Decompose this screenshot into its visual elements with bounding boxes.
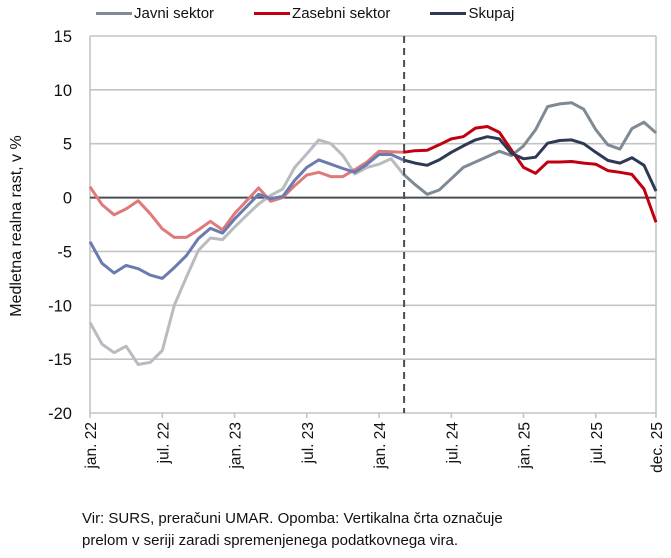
legend-item-zasebni-sektor: Zasebni sektor — [254, 5, 390, 22]
x-tick-label: jan. 25 — [517, 422, 534, 470]
x-axis: jan. 22 jul. 22 jan. 23 jul. 23 jan. 24 jul. … — [83, 413, 666, 473]
legend-label-javni-sektor: Javni sektor — [134, 4, 215, 22]
x-tick-label: jul. 22 — [155, 422, 172, 464]
legend-swatch-zasebni-sektor — [254, 11, 291, 15]
gridlines — [89, 35, 657, 414]
x-tick-label: dec. 25 — [649, 422, 666, 473]
series-line-skupaj-before-break — [88, 153, 404, 280]
x-tick-label: jul. 24 — [444, 422, 461, 465]
x-tick-label: jan. 24 — [372, 422, 389, 470]
source-note-line-1: Vir: SURS, preračuni UMAR. Opomba: Verti… — [82, 510, 503, 527]
legend-swatch-javni-sektor — [96, 11, 132, 15]
source-note: Vir: SURS, preračuni UMAR. Opomba: Verti… — [82, 508, 652, 552]
legend-label-zasebni-sektor: Zasebni sektor — [292, 4, 391, 22]
series-line-zasebni-sektor-before-break — [88, 149, 404, 239]
y-axis-ticks: 15 10 5 0 -5 -10 -15 -20 — [48, 28, 72, 423]
series-line-zasebni-sektor — [402, 125, 658, 223]
x-tick-label: jan. 22 — [83, 422, 100, 470]
y-tick-label: 5 — [63, 136, 72, 154]
x-tick-label: jul. 23 — [300, 422, 317, 464]
y-tick-label: 15 — [54, 28, 72, 46]
y-tick-label: -20 — [48, 405, 72, 423]
y-tick-label: 10 — [54, 82, 72, 100]
y-tick-label: -10 — [48, 297, 72, 315]
legend-item-javni-sektor: Javni sektor — [96, 5, 214, 22]
x-tick-label: jan. 23 — [228, 422, 245, 470]
legend-swatch-skupaj — [430, 11, 467, 15]
series-lines — [88, 101, 658, 366]
legend-label-skupaj: Skupaj — [468, 4, 515, 22]
legend-item-skupaj: Skupaj — [430, 5, 514, 22]
y-tick-label: 0 — [63, 190, 72, 208]
y-tick-label: -15 — [48, 351, 72, 369]
source-note-line-2: prelom v seriji zaradi spremenjenega pod… — [82, 532, 459, 549]
series-line-javni-sektor-before-break — [88, 138, 405, 366]
chart-legend: Javni sektor Zasebni sektor Skupaj — [96, 3, 514, 23]
series-line-javni-sektor — [402, 101, 657, 196]
y-tick-label: -5 — [57, 243, 72, 261]
x-tick-label: jul. 25 — [589, 422, 606, 464]
series-line-skupaj — [402, 135, 658, 192]
